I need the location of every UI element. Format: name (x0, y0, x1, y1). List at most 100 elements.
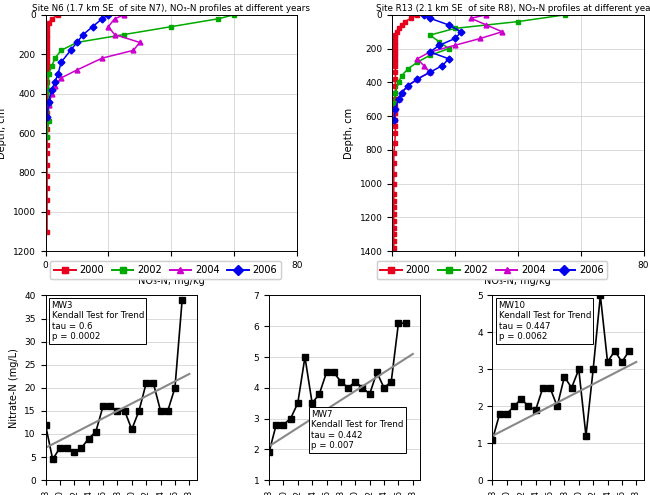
2002 (120, 32, 128, 38)
2006 (54, 71, 62, 77)
2004 (51, 83, 58, 89)
2000 (391, 56, 399, 62)
2000 (390, 171, 398, 177)
2000 (401, 19, 409, 25)
2000 (393, 29, 401, 35)
2004 (45, 102, 53, 108)
2000 (43, 32, 51, 38)
2004 (413, 76, 421, 82)
2000 (391, 76, 399, 82)
2006 (426, 49, 434, 55)
2002 (426, 52, 434, 58)
Title: Site N6 (1.7 km SE  of site N7), NO₃-N profiles at different years: Site N6 (1.7 km SE of site N7), NO₃-N pr… (32, 3, 310, 13)
2000 (43, 229, 51, 235)
2006 (391, 106, 399, 112)
2004 (111, 16, 118, 22)
2000 (391, 83, 399, 89)
2002 (214, 16, 222, 22)
Text: MW10
Kendall Test for Trend
tau = 0.447
p = 0.0062: MW10 Kendall Test for Trend tau = 0.447 … (499, 301, 591, 341)
2006 (445, 56, 452, 62)
Line: 2006: 2006 (391, 12, 463, 122)
2000 (43, 51, 51, 57)
2000 (43, 150, 51, 156)
2000 (391, 46, 399, 51)
2004 (105, 24, 112, 30)
2004 (111, 32, 118, 38)
2000 (390, 150, 398, 156)
2006 (436, 42, 443, 48)
2006 (48, 87, 56, 93)
2006 (451, 36, 459, 42)
X-axis label: NO₃-N, mg/kg: NO₃-N, mg/kg (484, 276, 551, 286)
Y-axis label: Depth, cm: Depth, cm (0, 107, 7, 158)
2004 (404, 83, 412, 89)
2000 (391, 59, 399, 65)
2006 (404, 83, 412, 89)
2000 (43, 134, 51, 140)
2000 (43, 79, 51, 85)
2006 (395, 97, 402, 102)
2004 (451, 42, 459, 48)
2004 (48, 91, 56, 97)
2000 (391, 123, 399, 129)
2006 (45, 99, 53, 104)
2000 (398, 22, 406, 28)
2000 (43, 71, 51, 77)
2000 (391, 42, 399, 48)
2006 (51, 79, 58, 85)
2000 (391, 90, 399, 96)
2000 (43, 40, 51, 46)
Line: 2004: 2004 (391, 12, 504, 122)
2000 (391, 140, 398, 146)
2002 (398, 73, 406, 79)
2000 (43, 161, 51, 167)
Y-axis label: Nitrate-N (mg/L): Nitrate-N (mg/L) (8, 348, 19, 428)
Line: 2000: 2000 (45, 12, 60, 234)
2004 (391, 106, 399, 112)
2000 (390, 231, 398, 237)
2000 (48, 16, 56, 22)
2002 (561, 12, 569, 18)
Text: MW7
Kendall Test for Trend
tau = 0.442
p = 0.007: MW7 Kendall Test for Trend tau = 0.442 p… (311, 410, 404, 450)
2006 (426, 15, 434, 21)
2000 (43, 67, 51, 73)
2004 (136, 40, 144, 46)
2004 (420, 62, 428, 68)
2000 (390, 211, 398, 217)
2000 (43, 59, 51, 65)
2002 (395, 79, 402, 85)
2000 (391, 39, 399, 45)
2006 (88, 24, 96, 30)
2004 (426, 69, 434, 75)
2000 (43, 102, 51, 108)
2000 (43, 48, 51, 53)
2006 (43, 114, 51, 120)
2006 (79, 32, 87, 38)
Line: 2002: 2002 (45, 12, 237, 140)
Y-axis label: Depth, cm: Depth, cm (344, 107, 354, 158)
2000 (43, 110, 51, 116)
2002 (48, 63, 56, 69)
2002 (45, 87, 53, 93)
2000 (391, 110, 399, 116)
2000 (43, 87, 51, 93)
2000 (43, 126, 51, 132)
2002 (73, 40, 81, 46)
2000 (43, 173, 51, 179)
Line: 2002: 2002 (391, 12, 567, 105)
2000 (390, 181, 398, 187)
2002 (45, 71, 53, 77)
2000 (391, 62, 399, 68)
2002 (391, 90, 399, 96)
2006 (67, 48, 75, 53)
2004 (98, 55, 106, 61)
2000 (390, 204, 398, 210)
2002 (230, 12, 238, 18)
2006 (426, 69, 434, 75)
2006 (413, 76, 421, 82)
2000 (395, 25, 402, 31)
2006 (73, 40, 81, 46)
2004 (43, 114, 51, 120)
2002 (51, 55, 58, 61)
2000 (390, 238, 398, 244)
